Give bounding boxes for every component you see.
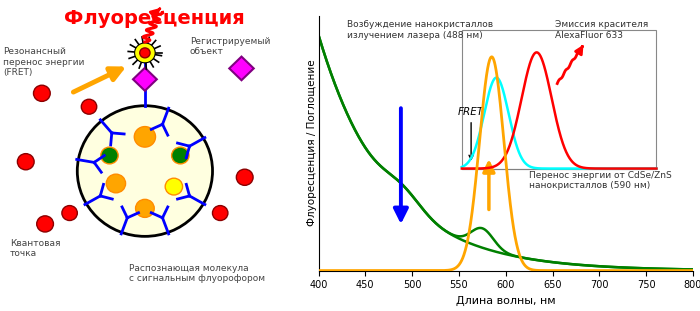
Circle shape <box>140 48 150 58</box>
Circle shape <box>81 99 97 114</box>
X-axis label: Длина волны, нм: Длина волны, нм <box>456 296 556 306</box>
Circle shape <box>34 85 50 101</box>
Circle shape <box>101 147 118 164</box>
Circle shape <box>36 216 53 232</box>
Circle shape <box>106 174 125 193</box>
Circle shape <box>77 106 213 236</box>
Text: Эмиссия красителя
AlexaFluor 633: Эмиссия красителя AlexaFluor 633 <box>555 21 649 40</box>
Circle shape <box>172 147 189 164</box>
Text: Флуоресценция: Флуоресценция <box>64 9 245 28</box>
Circle shape <box>136 199 154 217</box>
Polygon shape <box>230 57 253 80</box>
Polygon shape <box>133 68 157 91</box>
Text: Распознающая молекула
с сигнальным флуорофором: Распознающая молекула с сигнальным флуор… <box>129 264 265 283</box>
Y-axis label: Флуоресценция / Поглощение: Флуоресценция / Поглощение <box>307 60 317 226</box>
Circle shape <box>165 178 183 195</box>
Text: Возбуждение нанокристаллов
излучением лазера (488 нм): Возбуждение нанокристаллов излучением ла… <box>346 21 493 40</box>
Text: FRET: FRET <box>458 107 484 159</box>
Circle shape <box>62 206 77 220</box>
Circle shape <box>213 206 228 220</box>
Circle shape <box>18 154 34 170</box>
Text: Квантовая
точка: Квантовая точка <box>10 239 60 258</box>
Circle shape <box>134 127 155 147</box>
Text: Перенос энергии от CdSe/ZnS
нанокристаллов (590 нм): Перенос энергии от CdSe/ZnS нанокристалл… <box>529 171 672 190</box>
Circle shape <box>237 169 253 185</box>
Circle shape <box>134 43 155 63</box>
Text: Регистрируемый
объект: Регистрируемый объект <box>190 37 270 56</box>
Text: Резонансный
перенос энергии
(FRET): Резонансный перенос энергии (FRET) <box>4 47 85 77</box>
FancyBboxPatch shape <box>462 30 657 169</box>
